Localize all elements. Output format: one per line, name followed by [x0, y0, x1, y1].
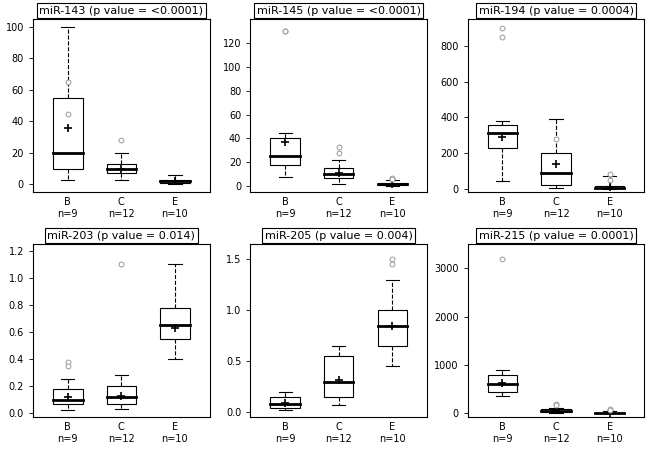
Bar — [160, 180, 190, 183]
Bar — [270, 397, 300, 408]
Bar — [160, 308, 190, 339]
Bar — [107, 386, 136, 404]
Bar — [107, 164, 136, 173]
Bar — [541, 409, 571, 412]
Bar — [53, 98, 83, 169]
Title: miR-145 (p value = <0.0001): miR-145 (p value = <0.0001) — [257, 5, 421, 16]
Title: miR-194 (p value = 0.0004): miR-194 (p value = 0.0004) — [478, 5, 634, 16]
Title: miR-143 (p value = <0.0001): miR-143 (p value = <0.0001) — [40, 5, 203, 16]
Bar — [270, 139, 300, 165]
Bar — [541, 153, 571, 185]
Title: miR-215 (p value = 0.0001): miR-215 (p value = 0.0001) — [478, 230, 634, 241]
Title: miR-205 (p value = 0.004): miR-205 (p value = 0.004) — [265, 230, 413, 241]
Bar — [53, 389, 83, 404]
Bar — [595, 186, 625, 188]
Bar — [378, 183, 407, 185]
Bar — [488, 375, 517, 392]
Bar — [378, 310, 407, 346]
Bar — [324, 356, 354, 397]
Bar — [324, 168, 354, 178]
Title: miR-203 (p value = 0.014): miR-203 (p value = 0.014) — [47, 230, 195, 241]
Bar — [488, 125, 517, 148]
